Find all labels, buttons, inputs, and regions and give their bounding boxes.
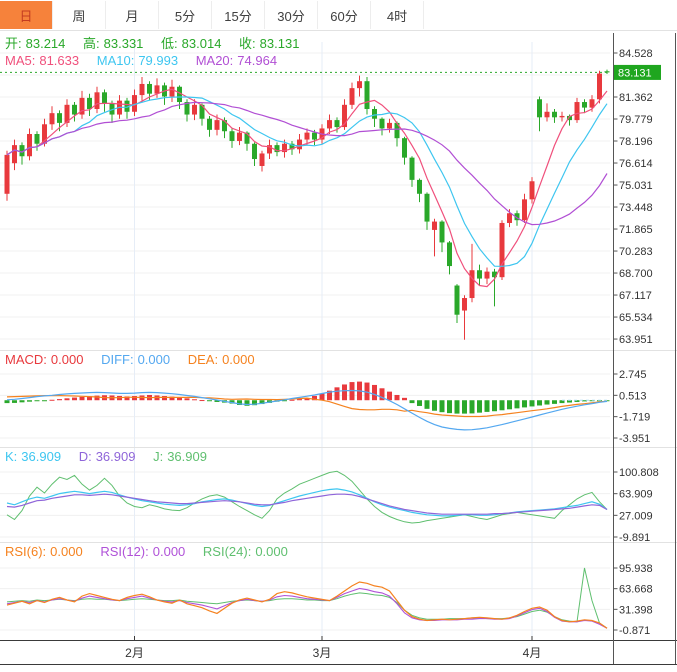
macd-layer	[4, 381, 610, 431]
svg-text:-3.951: -3.951	[619, 433, 650, 445]
svg-text:63.909: 63.909	[619, 489, 653, 501]
svg-text:63.668: 63.668	[619, 584, 653, 596]
kdj-layer	[6, 470, 608, 524]
k-value: K: 36.909	[5, 449, 62, 464]
svg-text:63.951: 63.951	[619, 334, 653, 346]
ma-lines-layer	[6, 88, 608, 288]
tab-monthly[interactable]: 月	[106, 1, 159, 29]
ohlc-high: 高: 83.331	[83, 36, 144, 51]
kdj-header: K: 36.909 D: 36.909 J: 36.909	[5, 449, 221, 464]
svg-text:76.614: 76.614	[619, 158, 653, 170]
svg-text:71.865: 71.865	[619, 224, 653, 236]
ohlc-header: 开: 83.214 高: 83.331 低: 83.014 收: 83.131	[5, 36, 313, 51]
svg-text:-0.871: -0.871	[619, 625, 650, 637]
diff-line	[6, 389, 608, 431]
ohlc-open: 开: 83.214	[5, 36, 66, 51]
right-axis-labels: 84.528 81.362 79.779 78.196 76.614 75.031 73.4…	[619, 48, 659, 637]
rsi12-value: RSI(12): 0.000	[100, 544, 186, 559]
candles-layer	[4, 69, 610, 340]
svg-text:84.528: 84.528	[619, 48, 653, 60]
j-line	[6, 470, 608, 524]
tab-weekly[interactable]: 周	[53, 1, 106, 29]
ohlc-close: 收: 83.131	[239, 36, 300, 51]
rsi-header: RSI(6): 0.000 RSI(12): 0.000 RSI(24): 0.000	[5, 544, 302, 559]
tab-15min[interactable]: 15分	[212, 1, 265, 29]
svg-text:81.362: 81.362	[619, 92, 653, 104]
svg-text:70.283: 70.283	[619, 246, 653, 258]
diff-value: DIFF: 0.000	[101, 352, 171, 367]
dea-value: DEA: 0.000	[187, 352, 255, 367]
svg-text:95.938: 95.938	[619, 563, 653, 575]
ma-header: MA5: 81.633 MA10: 79.993 MA20: 74.964	[5, 53, 291, 68]
svg-text:3月: 3月	[313, 646, 332, 660]
tab-5min[interactable]: 5分	[159, 1, 212, 29]
svg-text:78.196: 78.196	[619, 136, 653, 148]
svg-text:83.131: 83.131	[618, 67, 652, 79]
svg-text:79.779: 79.779	[619, 114, 653, 126]
ma10-value: MA10: 79.993	[96, 53, 179, 68]
svg-text:27.009: 27.009	[619, 510, 653, 522]
tab-4hour[interactable]: 4时	[371, 1, 424, 29]
x-axis-labels: 2月 3月 4月	[125, 636, 541, 660]
rsi12-line	[6, 587, 608, 629]
chart-canvas[interactable]: 84.528 81.362 79.779 78.196 76.614 75.031 73.4…	[0, 30, 677, 672]
ohlc-low: 低: 83.014	[161, 36, 222, 51]
svg-text:100.808: 100.808	[619, 467, 659, 479]
svg-text:65.534: 65.534	[619, 312, 653, 324]
current-price-badge: 83.131	[614, 64, 661, 80]
tab-60min[interactable]: 60分	[318, 1, 371, 29]
svg-text:-9.891: -9.891	[619, 532, 650, 544]
svg-text:67.117: 67.117	[619, 290, 652, 302]
svg-text:75.031: 75.031	[619, 180, 653, 192]
ma20-value: MA20: 74.964	[195, 53, 278, 68]
rsi24-line	[6, 567, 608, 629]
svg-text:2.745: 2.745	[619, 369, 647, 381]
timeframe-tabbar: 日 周 月 5分 15分 30分 60分 4时	[0, 0, 677, 31]
ma20-line	[6, 101, 608, 226]
ma5-value: MA5: 81.633	[5, 53, 80, 68]
ma10-line	[6, 96, 608, 267]
macd-value: MACD: 0.000	[5, 352, 84, 367]
j-value: J: 36.909	[153, 449, 207, 464]
d-line	[6, 493, 608, 515]
svg-text:0.513: 0.513	[619, 390, 647, 402]
tab-30min[interactable]: 30分	[265, 1, 318, 29]
tab-daily[interactable]: 日	[0, 1, 53, 29]
svg-text:4月: 4月	[523, 646, 542, 660]
rsi6-value: RSI(6): 0.000	[5, 544, 83, 559]
macd-header: MACD: 0.000 DIFF: 0.000 DEA: 0.000	[5, 352, 269, 367]
dea-line	[6, 394, 608, 418]
gridlines-layer	[0, 52, 618, 631]
d-value: D: 36.909	[78, 449, 136, 464]
svg-text:73.448: 73.448	[619, 202, 653, 214]
svg-text:68.700: 68.700	[619, 268, 653, 280]
svg-text:-1.719: -1.719	[619, 412, 650, 424]
borders-layer	[0, 33, 677, 665]
rsi6-line	[6, 581, 608, 629]
ma5-line	[6, 88, 608, 288]
rsi24-value: RSI(24): 0.000	[202, 544, 288, 559]
svg-text:2月: 2月	[125, 646, 144, 660]
svg-text:31.398: 31.398	[619, 604, 653, 616]
rsi-layer	[6, 567, 608, 629]
